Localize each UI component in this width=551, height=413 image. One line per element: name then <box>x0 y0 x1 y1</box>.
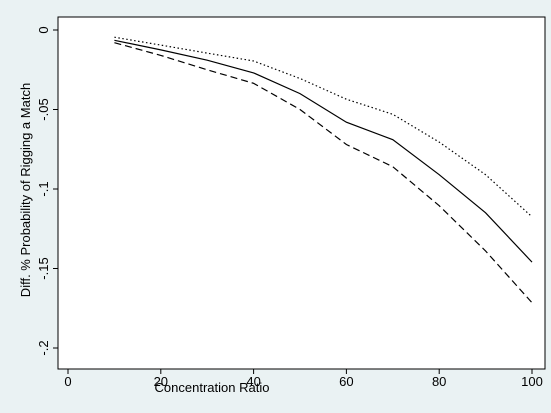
x-tick-label: 0 <box>64 374 71 389</box>
y-tick-label: -.15 <box>36 257 51 279</box>
series-line-dashed <box>114 42 533 304</box>
series-line-dotted <box>114 36 533 218</box>
y-tick-label: -.05 <box>36 98 51 120</box>
plot-frame <box>57 16 546 370</box>
y-tick-label: -.1 <box>36 181 51 196</box>
y-axis: 0 -.05 -.1 -.15 -.2 <box>36 26 58 356</box>
y-tick-label: 0 <box>36 26 51 33</box>
x-tick-label: 60 <box>339 374 353 389</box>
x-axis-title: Concentration Ratio <box>155 380 270 395</box>
x-tick-label: 20 <box>154 374 168 389</box>
series-line-solid <box>114 39 533 263</box>
y-tick-label: -.2 <box>36 340 51 355</box>
x-tick-label: 40 <box>246 374 260 389</box>
y-axis-title: Diff. % Probability of Rigging a Match <box>18 83 33 297</box>
x-tick-label: 100 <box>521 374 543 389</box>
x-tick-label: 80 <box>432 374 446 389</box>
x-axis: 0 20 40 60 80 100 <box>64 369 543 389</box>
series-layer <box>114 36 533 304</box>
